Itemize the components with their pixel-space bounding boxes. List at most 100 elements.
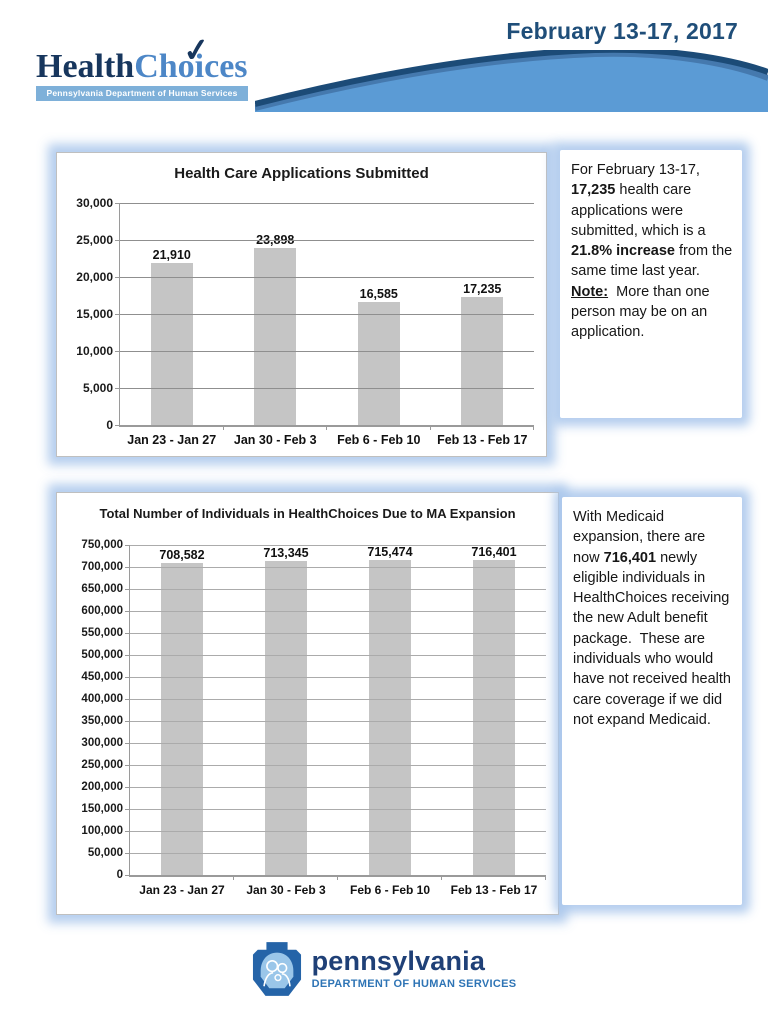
healthchoices-wordmark: HealthChoices ✓ (36, 31, 248, 85)
x-axis-category: Jan 30 - Feb 3 (246, 883, 326, 897)
y-axis-label: 450,000 (81, 671, 123, 683)
x-axis-categories: Jan 23 - Jan 27 Jan 30 - Feb 3 Feb 6 - Feb… (130, 883, 546, 897)
bar (150, 262, 193, 425)
bar (368, 560, 412, 875)
bar-value-label: 715,474 (367, 545, 413, 560)
y-axis-label: 10,000 (76, 343, 113, 358)
logo-word-health: Health (36, 48, 135, 85)
text-run: newly eligible individuals in HealthChoi… (573, 549, 731, 728)
text-run: With Medicaid expansion, there are now (573, 509, 706, 566)
footer-logo: pennsylvania DEPARTMENT OF HUMAN SERVICE… (0, 941, 768, 997)
x-axis-tick (441, 875, 442, 880)
bar-slot: 17,235 (431, 203, 535, 425)
x-axis-category: Jan 23 - Jan 27 (127, 433, 217, 447)
gridline (130, 853, 546, 854)
y-axis-label: 0 (106, 418, 113, 432)
logo-word-choices: Choices (134, 48, 248, 85)
logo-tagline: Pennsylvania Department of Human Service… (36, 86, 248, 101)
y-axis-label: 700,000 (81, 561, 123, 573)
bar-slot: 713,345 (234, 545, 338, 875)
bar (264, 561, 308, 875)
y-axis-label: 400,000 (81, 693, 123, 705)
y-axis-tick (125, 853, 130, 854)
y-axis-tick (115, 276, 120, 278)
gridline (130, 633, 546, 634)
x-axis-category: Jan 23 - Jan 27 (139, 883, 225, 897)
bar-series: 708,582 713,345 715,474 716,401 (130, 545, 546, 875)
y-axis-labels: 30,000 25,000 20,000 15,000 10,000 5,000 0 (57, 196, 113, 432)
y-axis-label: 25,000 (76, 232, 113, 247)
footer-wordmark: pennsylvania (311, 946, 486, 976)
text-run: 716,401 (603, 549, 657, 566)
healthchoices-logo: HealthChoices ✓ Pennsylvania Department … (36, 31, 248, 101)
bar-slot: 715,474 (338, 545, 442, 875)
y-axis-label: 550,000 (81, 627, 123, 639)
text-run: health care applications were submitted,… (571, 182, 706, 239)
keystone-icon (252, 942, 301, 996)
gridline (130, 611, 546, 612)
y-axis-tick (125, 611, 130, 612)
y-axis-tick (115, 350, 120, 352)
y-axis-label: 300,000 (81, 737, 123, 749)
y-axis-label: 650,000 (81, 583, 123, 595)
gridline (120, 276, 534, 278)
y-axis-label: 200,000 (81, 781, 123, 793)
y-axis-label: 5,000 (82, 381, 113, 395)
y-axis-tick (125, 677, 130, 678)
x-axis-tick (533, 425, 534, 430)
note-paragraph: Note: More than one person may be on an … (571, 282, 733, 343)
x-axis-categories: Jan 23 - Jan 27 Jan 30 - Feb 3 Feb 6 - Feb… (120, 433, 534, 447)
bar (160, 563, 204, 875)
bar-value-label: 16,585 (359, 287, 398, 302)
gridline (130, 765, 546, 766)
y-axis-tick (125, 809, 130, 810)
x-axis-tick (326, 425, 327, 430)
note-paragraph: For February 13-17, 17,235 health care a… (571, 160, 733, 282)
bar-value-label: 21,910 (152, 247, 191, 262)
bar-value-label: 713,345 (263, 546, 309, 561)
y-axis-tick (115, 425, 120, 426)
bar-value-label: 708,582 (159, 548, 205, 563)
bar-slot: 21,910 (120, 203, 224, 425)
y-axis-tick (125, 787, 130, 788)
applications-note-textbox: For February 13-17, 17,235 health care a… (560, 150, 742, 418)
plot-area: 21,910 23,898 16,585 17,235 Jan 23 - Jan 27… (115, 203, 534, 447)
y-axis-label: 50,000 (87, 847, 123, 859)
x-axis-category: Feb 6 - Feb 10 (337, 433, 421, 447)
x-axis-tick (545, 875, 546, 880)
y-axis-tick (125, 699, 130, 700)
ma-expansion-note-textbox: With Medicaid expansion, there are now 7… (562, 497, 742, 905)
y-axis-tick (125, 633, 130, 634)
x-axis-category: Feb 13 - Feb 17 (437, 433, 528, 447)
gridline (120, 388, 534, 389)
chart-title: Total Number of Individuals in HealthCho… (99, 506, 516, 521)
text-run: Note: (571, 283, 609, 300)
gridline (120, 314, 534, 315)
y-axis-label: 250,000 (81, 759, 123, 771)
y-axis-tick (125, 743, 130, 744)
y-axis-tick (125, 545, 130, 546)
report-date-title: February 13-17, 2017 (506, 18, 738, 44)
x-axis-category: Feb 6 - Feb 10 (349, 883, 431, 897)
y-axis-tick (115, 388, 120, 389)
x-axis-tick (233, 875, 234, 880)
bar (254, 248, 297, 425)
bar (472, 560, 516, 875)
text-run: More than one person may be on an applic… (571, 283, 710, 341)
gridline (120, 239, 534, 241)
y-axis-tick (125, 589, 130, 590)
y-axis-tick (125, 655, 130, 656)
text-run: For February 13-17, (571, 162, 700, 178)
y-axis-label: 15,000 (76, 307, 113, 321)
y-axis-tick (125, 567, 130, 568)
gridline (120, 350, 534, 352)
bar (461, 297, 504, 425)
bar-value-label: 17,235 (463, 282, 502, 297)
x-axis-category: Jan 30 - Feb 3 (233, 433, 317, 447)
bar-series: 21,910 23,898 16,585 17,235 (120, 203, 534, 425)
text-run: 17,235 (571, 182, 616, 199)
y-axis-tick (125, 875, 130, 876)
footer-text: pennsylvania DEPARTMENT OF HUMAN SERVICE… (311, 946, 517, 991)
checkmark-icon: ✓ (181, 30, 212, 70)
gridline (130, 567, 546, 568)
